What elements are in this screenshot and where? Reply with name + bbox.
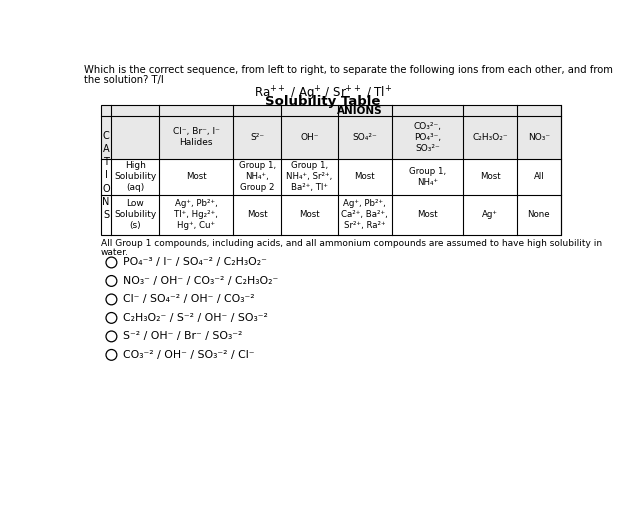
Text: None: None xyxy=(528,210,550,219)
Text: Ra$^{++}$ / Ag$^{+}$ / Sr$^{++}$ / Tl$^{+}$: Ra$^{++}$ / Ag$^{+}$ / Sr$^{++}$ / Tl$^{… xyxy=(254,85,392,103)
Text: All Group 1 compounds, including acids, and all ammonium compounds are assumed t: All Group 1 compounds, including acids, … xyxy=(100,239,602,249)
Text: ANIONS: ANIONS xyxy=(338,106,383,116)
Text: the solution? T/I: the solution? T/I xyxy=(85,75,164,85)
Text: C
A
T
I
O
N
S: C A T I O N S xyxy=(102,131,110,220)
Text: S²⁻: S²⁻ xyxy=(250,133,264,142)
Text: Cl⁻ / SO₄⁻² / OH⁻ / CO₃⁻²: Cl⁻ / SO₄⁻² / OH⁻ / CO₃⁻² xyxy=(123,294,255,305)
Text: PO₄⁻³ / I⁻ / SO₄⁻² / C₂H₃O₂⁻: PO₄⁻³ / I⁻ / SO₄⁻² / C₂H₃O₂⁻ xyxy=(123,257,267,267)
Text: All: All xyxy=(534,172,544,181)
Text: Ag⁺: Ag⁺ xyxy=(482,210,498,219)
Text: NO₃⁻ / OH⁻ / CO₃⁻² / C₂H₃O₂⁻: NO₃⁻ / OH⁻ / CO₃⁻² / C₂H₃O₂⁻ xyxy=(123,276,278,286)
Text: NO₃⁻: NO₃⁻ xyxy=(528,133,550,142)
Text: SO₄²⁻: SO₄²⁻ xyxy=(353,133,377,142)
Text: Most: Most xyxy=(417,210,438,219)
Text: Group 1,
NH₄⁺,
Group 2: Group 1, NH₄⁺, Group 2 xyxy=(239,161,276,192)
Text: Most: Most xyxy=(480,172,500,181)
Text: Most: Most xyxy=(247,210,268,219)
Bar xyxy=(100,105,561,235)
Text: Most: Most xyxy=(186,172,206,181)
Text: High
Solubility
(aq): High Solubility (aq) xyxy=(114,161,156,192)
Text: C₂H₃O₂⁻ / S⁻² / OH⁻ / SO₃⁻²: C₂H₃O₂⁻ / S⁻² / OH⁻ / SO₃⁻² xyxy=(123,313,268,323)
Text: Group 1,
NH₄⁺, Sr²⁺,
Ba²⁺, Tl⁺: Group 1, NH₄⁺, Sr²⁺, Ba²⁺, Tl⁺ xyxy=(286,161,333,192)
Text: CO₃²⁻,
PO₄³⁻,
SO₃²⁻: CO₃²⁻, PO₄³⁻, SO₃²⁻ xyxy=(413,122,442,153)
Text: Solubility Table: Solubility Table xyxy=(265,94,380,107)
Text: C₂H₃O₂⁻: C₂H₃O₂⁻ xyxy=(472,133,508,142)
Text: CO₃⁻² / OH⁻ / SO₃⁻² / Cl⁻: CO₃⁻² / OH⁻ / SO₃⁻² / Cl⁻ xyxy=(123,350,254,360)
Text: Which is the correct sequence, from left to right, to separate the following ion: Which is the correct sequence, from left… xyxy=(85,64,613,75)
Text: Group 1,
NH₄⁺: Group 1, NH₄⁺ xyxy=(409,167,446,187)
Bar xyxy=(100,116,561,158)
Text: Low
Solubility
(s): Low Solubility (s) xyxy=(114,199,156,230)
Text: Most: Most xyxy=(299,210,320,219)
Text: water.: water. xyxy=(100,248,129,257)
Text: Ag⁺, Pb²⁺,
Ca²⁺, Ba²⁺,
Sr²⁺, Ra²⁺: Ag⁺, Pb²⁺, Ca²⁺, Ba²⁺, Sr²⁺, Ra²⁺ xyxy=(341,199,388,230)
Text: Most: Most xyxy=(355,172,375,181)
Text: Ag⁺, Pb²⁺,
Tl⁺, Hg₂²⁺,
Hg⁺, Cu⁺: Ag⁺, Pb²⁺, Tl⁺, Hg₂²⁺, Hg⁺, Cu⁺ xyxy=(174,199,218,230)
Text: S⁻² / OH⁻ / Br⁻ / SO₃⁻²: S⁻² / OH⁻ / Br⁻ / SO₃⁻² xyxy=(123,332,242,342)
Bar xyxy=(100,105,561,116)
Text: OH⁻: OH⁻ xyxy=(300,133,319,142)
Text: Cl⁻, Br⁻, I⁻
Halides: Cl⁻, Br⁻, I⁻ Halides xyxy=(173,127,220,147)
